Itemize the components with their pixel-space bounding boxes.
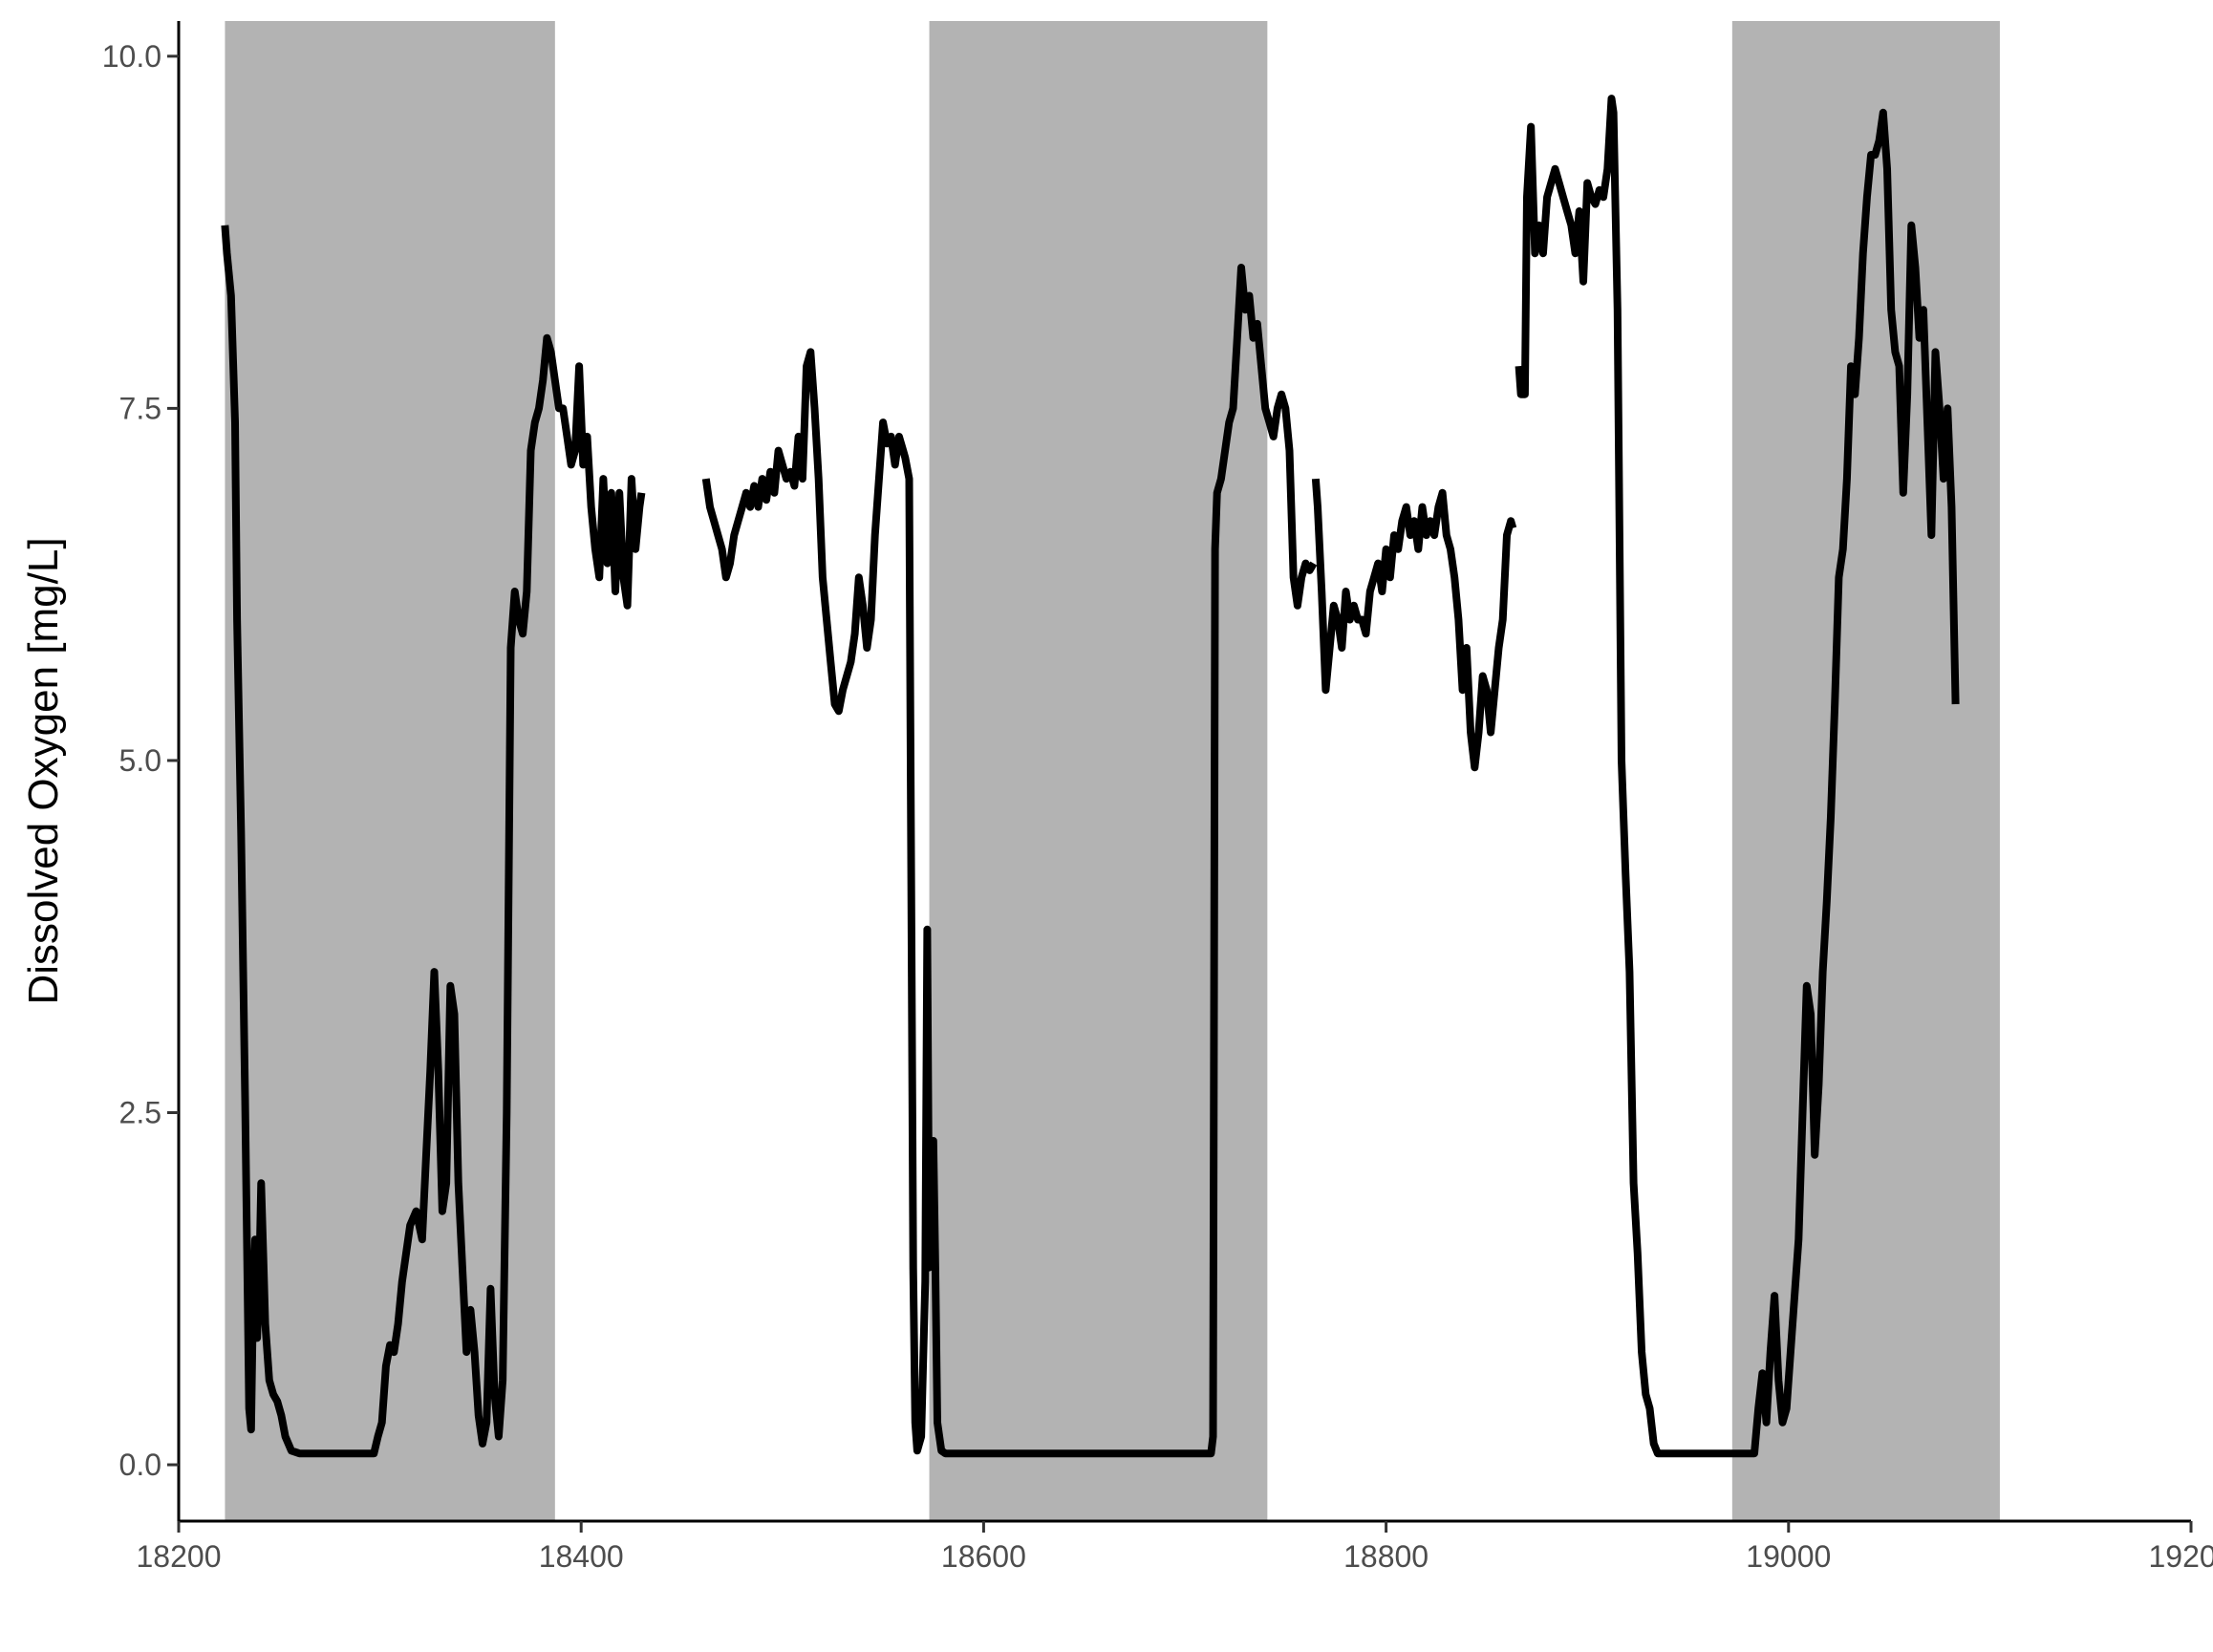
y-tick-label: 2.5 <box>119 1095 161 1129</box>
shaded-period-1 <box>225 21 555 1521</box>
y-tick-label: 0.0 <box>119 1448 161 1482</box>
x-tick-label: 18400 <box>539 1539 624 1574</box>
x-axis-ticks: 18200 18400 18600 18800 19000 19200 <box>137 1521 2213 1574</box>
x-tick-label: 18800 <box>1343 1539 1429 1574</box>
series-line-segment-3 <box>1311 478 1517 772</box>
series-line-segment-1 <box>221 225 646 1458</box>
x-tick-label: 18600 <box>941 1539 1026 1574</box>
series-line-segment-4 <box>1515 95 1960 1458</box>
y-axis-ticks: 0.0 2.5 5.0 7.5 10.0 <box>102 39 179 1482</box>
y-axis-title: Dissolved Oxygen [mg/L] <box>20 537 67 1004</box>
x-tick-label: 18200 <box>137 1539 222 1574</box>
series-line-segment-2 <box>701 264 1318 1458</box>
x-tick-label: 19200 <box>2149 1539 2213 1574</box>
shaded-period-3 <box>1731 21 2000 1521</box>
y-tick-label: 5.0 <box>119 743 161 778</box>
series-lines <box>221 95 1960 1458</box>
y-tick-label: 7.5 <box>119 391 161 425</box>
y-tick-label: 10.0 <box>102 39 161 74</box>
x-tick-label: 19000 <box>1746 1539 1831 1574</box>
